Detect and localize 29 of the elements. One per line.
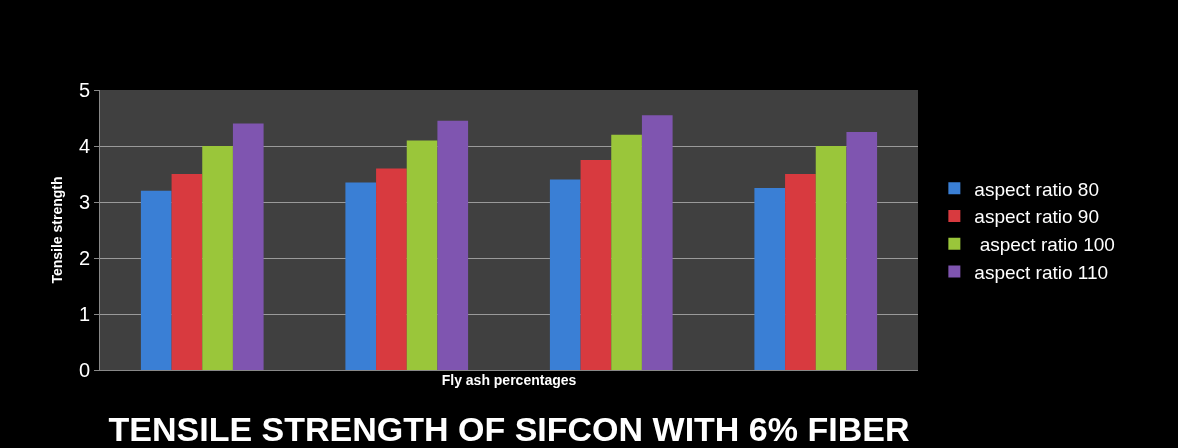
bar (846, 132, 878, 370)
y-tick-label: 4 (78, 135, 90, 157)
bar (232, 123, 264, 370)
y-axis-title: Tensile strength (49, 176, 65, 284)
bar (406, 140, 438, 370)
bar (611, 134, 642, 370)
legend-label: aspect ratio 80 (974, 178, 1099, 200)
text: TENSILE STRENGTH OF SIFCON WITH 6% FIBER (108, 410, 910, 448)
y-tick-label: 0 (78, 359, 90, 381)
bar (580, 160, 612, 370)
bar (171, 174, 203, 370)
x-axis-title: Fly ash percentages (441, 371, 577, 388)
y-tick-label: 5 (78, 79, 90, 101)
legend-label: aspect ratio 90 (974, 206, 1099, 228)
bar (785, 174, 816, 370)
y-tick-label: 3 (78, 191, 90, 213)
bar (549, 179, 581, 370)
bar (345, 182, 377, 370)
bar (202, 146, 233, 370)
y-tick-label: 2 (78, 247, 90, 269)
bar (437, 120, 469, 370)
legend-label: aspect ratio 100 (974, 234, 1115, 256)
bar (376, 168, 407, 370)
bar (140, 190, 172, 370)
y-tick-label: 1 (78, 303, 90, 325)
bar (754, 188, 786, 370)
bar (641, 115, 673, 370)
bar (815, 146, 847, 370)
legend-label: aspect ratio 110 (974, 261, 1109, 283)
